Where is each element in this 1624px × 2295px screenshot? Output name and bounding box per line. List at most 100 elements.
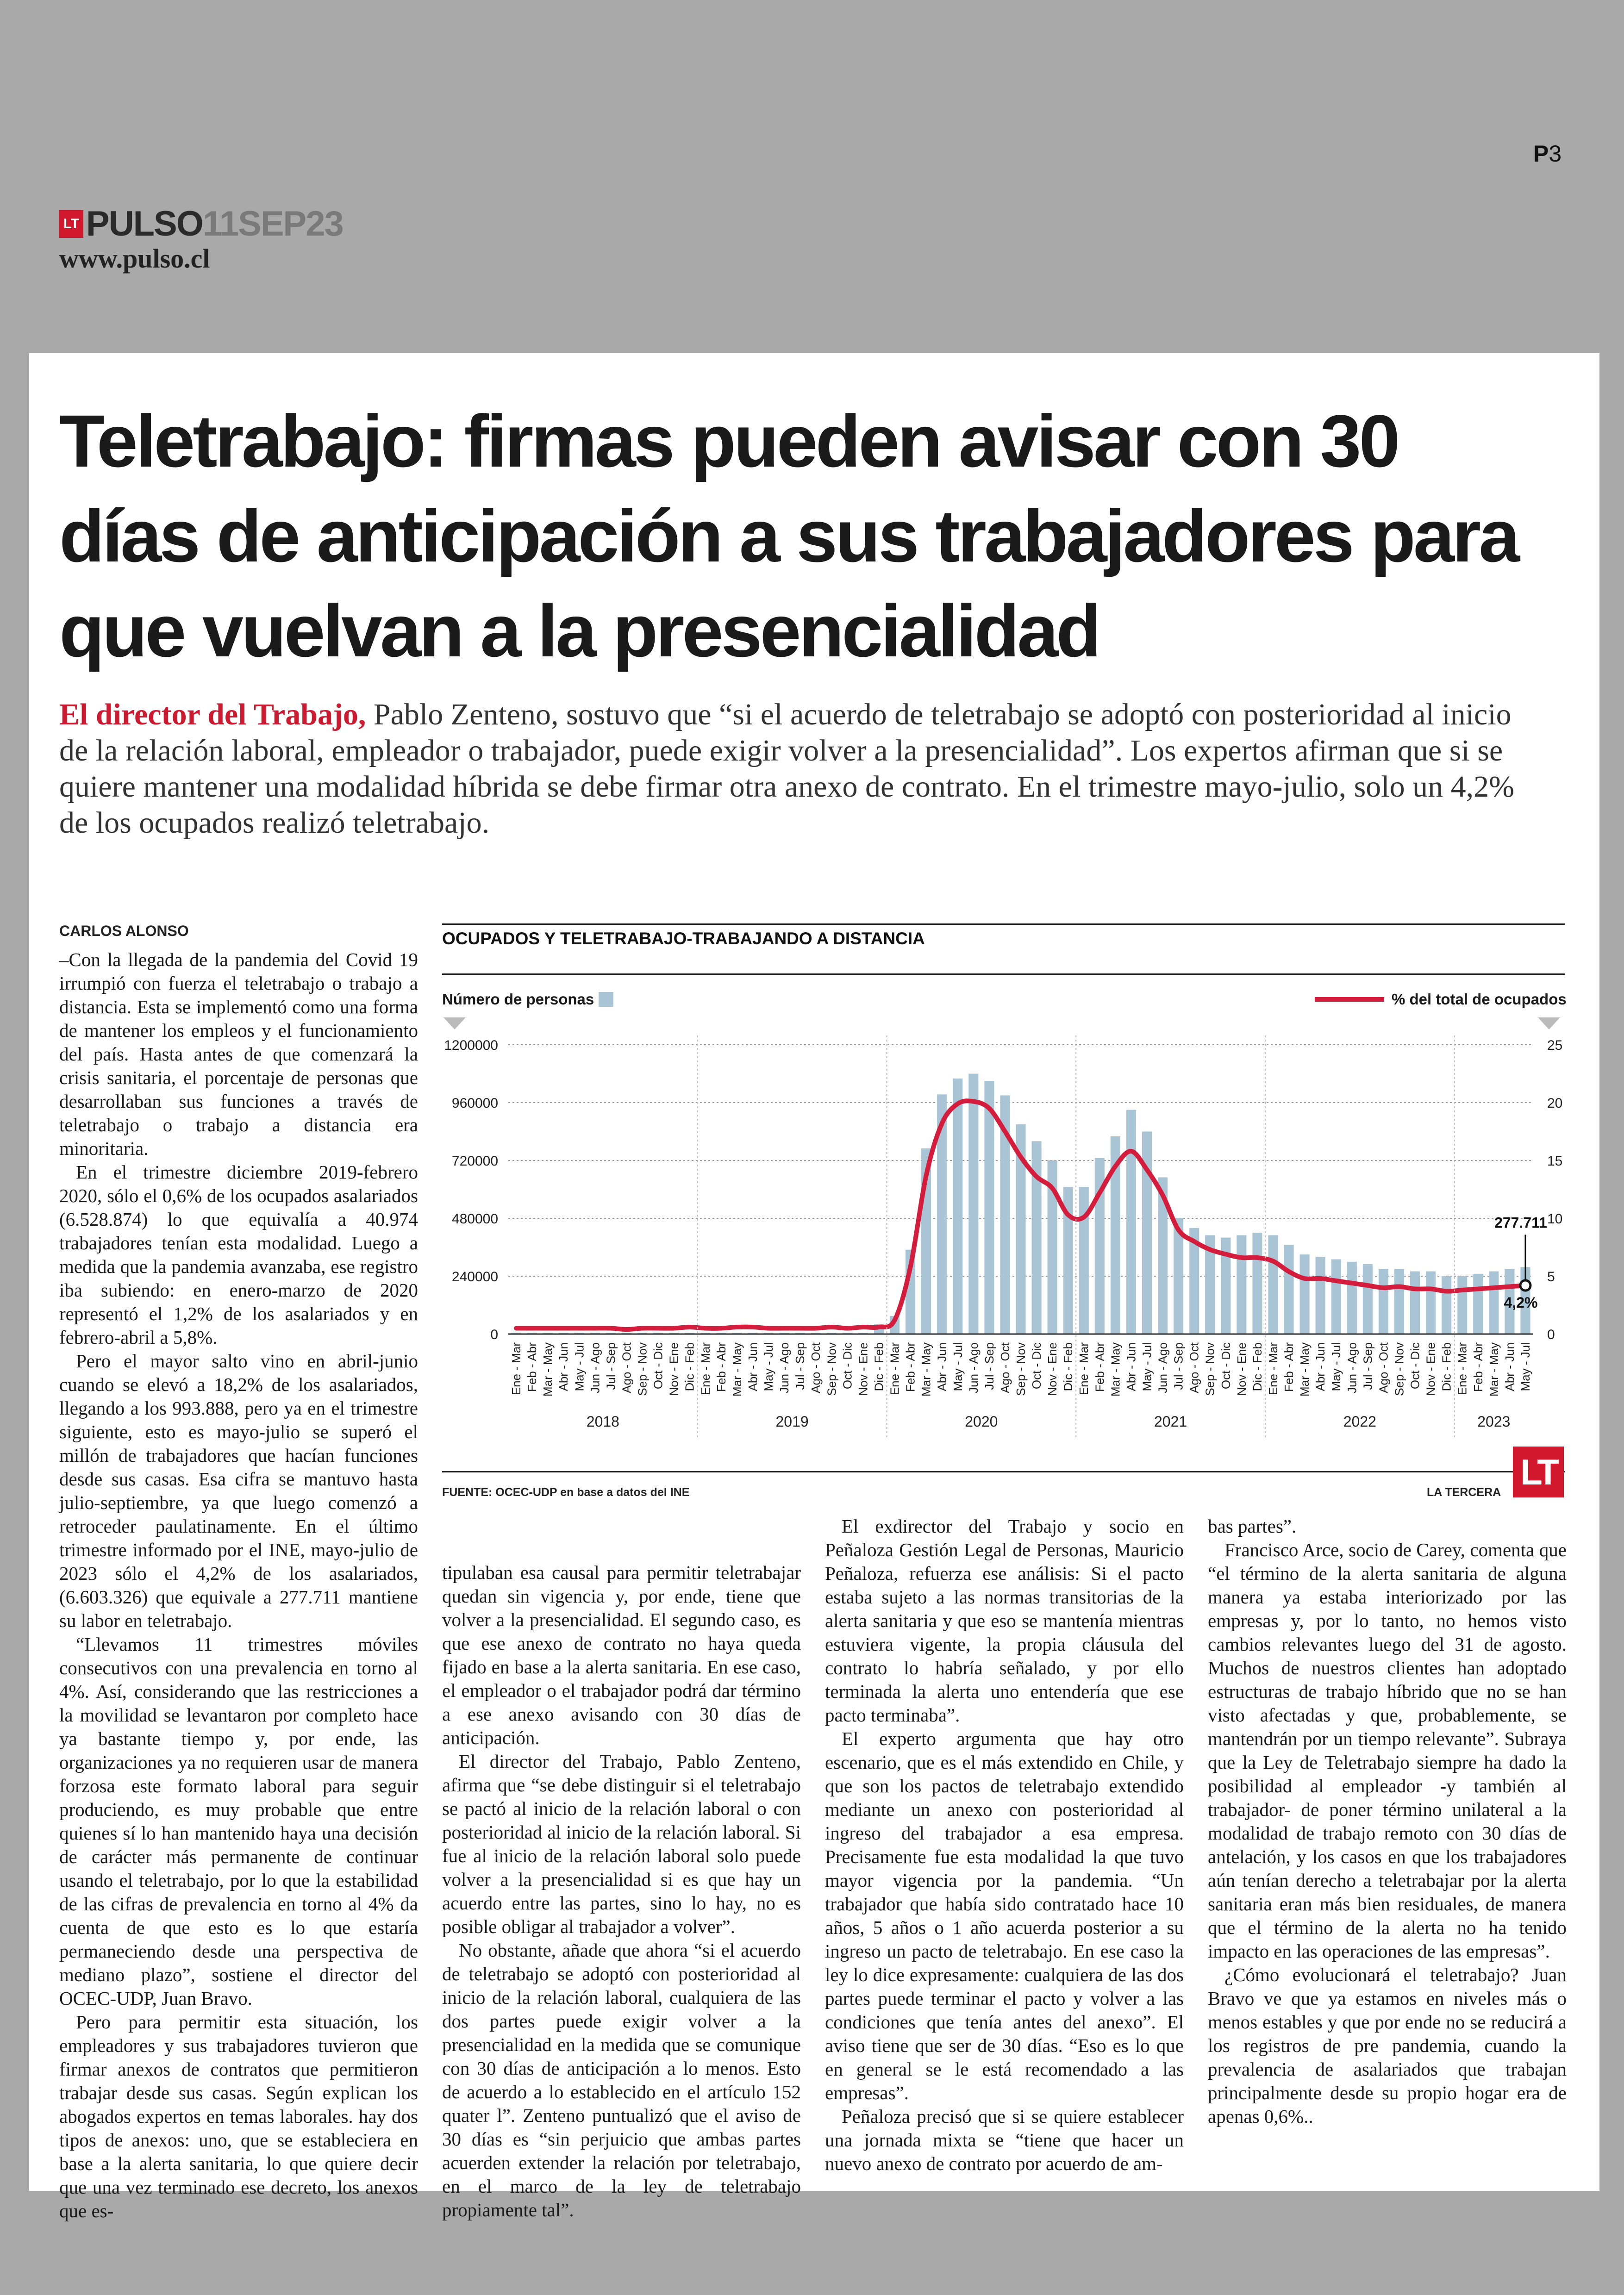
x-tick-label: Jul - Sep <box>604 1342 618 1390</box>
masthead: LT PULSO 11SEP23 <box>59 204 344 244</box>
x-tick-label: Feb - Abr <box>1093 1342 1106 1392</box>
bar <box>1157 1177 1168 1334</box>
paragraph: El experto argumenta que hay otro escena… <box>825 1728 1184 2103</box>
x-tick-label: May - Jul <box>1140 1342 1154 1391</box>
y-tick-left: 480000 <box>452 1211 498 1227</box>
x-tick-label: May - Jul <box>951 1342 965 1391</box>
bar <box>1016 1124 1026 1334</box>
chart-top-rule <box>442 923 1565 925</box>
paragraph: bas partes”. <box>1208 1515 1297 1537</box>
bar <box>1079 1187 1089 1334</box>
line-swatch <box>1315 997 1384 1002</box>
x-tick-label: Jul - Sep <box>1172 1342 1186 1390</box>
x-tick-label: Mar - May <box>1487 1342 1501 1397</box>
bar <box>1221 1237 1231 1334</box>
x-tick-label: Ago - Oct <box>809 1342 823 1393</box>
bar <box>937 1094 947 1334</box>
x-tick-label: Nov - Ene <box>667 1342 681 1396</box>
bar <box>1142 1131 1152 1334</box>
x-tick-label: Nov - Ene <box>1235 1342 1249 1396</box>
x-tick-label: Abr - Jun <box>1503 1342 1517 1391</box>
y-tick-left: 0 <box>490 1327 498 1342</box>
x-tick-label: Jun - Ago <box>1156 1342 1170 1393</box>
bar <box>1331 1259 1341 1334</box>
bar <box>1426 1271 1436 1334</box>
x-tick-label: Oct - Dic <box>1408 1342 1422 1389</box>
right-axis-marker <box>1538 1017 1560 1029</box>
chart-legend-line: % del total de ocupados <box>1315 991 1567 1008</box>
y-tick-left: 720000 <box>452 1154 498 1169</box>
x-tick-label: Ene - Mar <box>699 1342 712 1395</box>
bar <box>984 1081 994 1334</box>
bar <box>1410 1271 1420 1334</box>
chart: 0 0 240000 5 480000 10 720000 15 960000 20 1200000… <box>443 1017 1562 1438</box>
bar <box>1031 1141 1042 1334</box>
paragraph: “Llevamos 11 trimestres móviles consecut… <box>59 1634 418 2009</box>
paragraph: Peñaloza precisó que si se quiere establ… <box>825 2106 1184 2174</box>
x-tick-label: Jul - Sep <box>1361 1342 1374 1390</box>
bar <box>1442 1276 1452 1334</box>
x-tick-label: Feb - Abr <box>904 1342 918 1392</box>
x-tick-label: Ago - Oct <box>619 1342 633 1393</box>
byline: CARLOS ALONSO <box>59 923 189 939</box>
chart-bottom-rule <box>442 1471 1565 1472</box>
x-tick-label: Oct - Dic <box>1030 1342 1043 1389</box>
bar <box>1489 1271 1499 1334</box>
y-tick-right: 0 <box>1547 1327 1555 1342</box>
x-tick-label: Jun - Ago <box>967 1342 981 1393</box>
paragraph: tipulaban esa causal para permitir telet… <box>442 1562 801 1748</box>
bar <box>1205 1235 1215 1334</box>
x-tick-label: Abr - Jun <box>1313 1342 1327 1391</box>
paragraph: Pero para permitir esta situación, los e… <box>59 2011 418 2221</box>
bar-swatch <box>599 992 614 1007</box>
lead-text: Pablo Zenteno, sostuvo que “si el acuerd… <box>59 698 1515 840</box>
annotation-pct: 4,2% <box>1504 1294 1538 1311</box>
bar <box>1174 1218 1184 1334</box>
column-1: –Con la llegada de la pandemia del Covid… <box>59 948 418 2223</box>
year-label: 2023 <box>1477 1413 1510 1430</box>
x-tick-label: Dic - Feb <box>1061 1342 1075 1391</box>
x-tick-label: Dic - Feb <box>683 1342 697 1391</box>
left-axis-marker <box>443 1017 466 1029</box>
x-tick-label: Oct - Dic <box>840 1342 854 1389</box>
bar <box>968 1073 979 1334</box>
paragraph: El exdirector del Trabajo y socio en Peñ… <box>825 1515 1184 1726</box>
x-tick-label: Nov - Ene <box>1424 1342 1438 1396</box>
x-tick-label: Jul - Sep <box>793 1342 807 1390</box>
x-tick-label: Jun - Ago <box>1345 1342 1359 1393</box>
x-tick-label: Ene - Mar <box>1455 1342 1469 1395</box>
issue-date: 11SEP23 <box>202 204 344 243</box>
bar <box>1110 1136 1120 1334</box>
bar <box>1189 1228 1199 1334</box>
bar <box>1063 1187 1073 1334</box>
bar <box>1315 1257 1325 1334</box>
bar <box>1000 1095 1010 1334</box>
paragraph: –Con la llegada de la pandemia del Covid… <box>59 949 418 1159</box>
la-tercera-logo: LT <box>1513 1447 1564 1497</box>
x-tick-label: Dic - Feb <box>872 1342 886 1391</box>
site-url[interactable]: www.pulso.cl <box>59 243 210 274</box>
paragraph: ¿Cómo evolucionará el teletrabajo? Juan … <box>1208 1964 1567 2127</box>
paragraph: El director del Trabajo, Pablo Zenteno, … <box>442 1751 801 1937</box>
bar <box>1047 1160 1057 1334</box>
x-tick-label: Sep - Nov <box>636 1342 650 1396</box>
year-label: 2019 <box>776 1413 809 1430</box>
paragraph: Pero el mayor salto vino en abril-junio … <box>59 1350 418 1631</box>
x-tick-label: Sep - Nov <box>1014 1342 1028 1396</box>
x-tick-label: Feb - Abr <box>525 1342 539 1392</box>
x-tick-label: Feb - Abr <box>1471 1342 1485 1392</box>
bar <box>1126 1110 1136 1334</box>
x-tick-label: Ene - Mar <box>1077 1342 1091 1395</box>
column-4: bas partes”. Francisco Arce, socio de Ca… <box>1208 1515 1567 2128</box>
y-tick-right: 10 <box>1547 1211 1562 1227</box>
x-tick-label: May - Jul <box>1329 1342 1343 1391</box>
x-tick-label: Abr - Jun <box>556 1342 570 1391</box>
x-tick-label: Ago - Oct <box>1376 1342 1390 1393</box>
annotation-value: 277.711 <box>1494 1214 1547 1231</box>
x-tick-label: Mar - May <box>1108 1342 1122 1397</box>
y-tick-right: 25 <box>1547 1038 1562 1053</box>
x-tick-label: Sep - Nov <box>824 1342 838 1396</box>
x-tick-label: Ago - Oct <box>1187 1342 1201 1393</box>
x-tick-label: Nov - Ene <box>1045 1342 1059 1396</box>
x-tick-label: Ago - Oct <box>998 1342 1012 1393</box>
